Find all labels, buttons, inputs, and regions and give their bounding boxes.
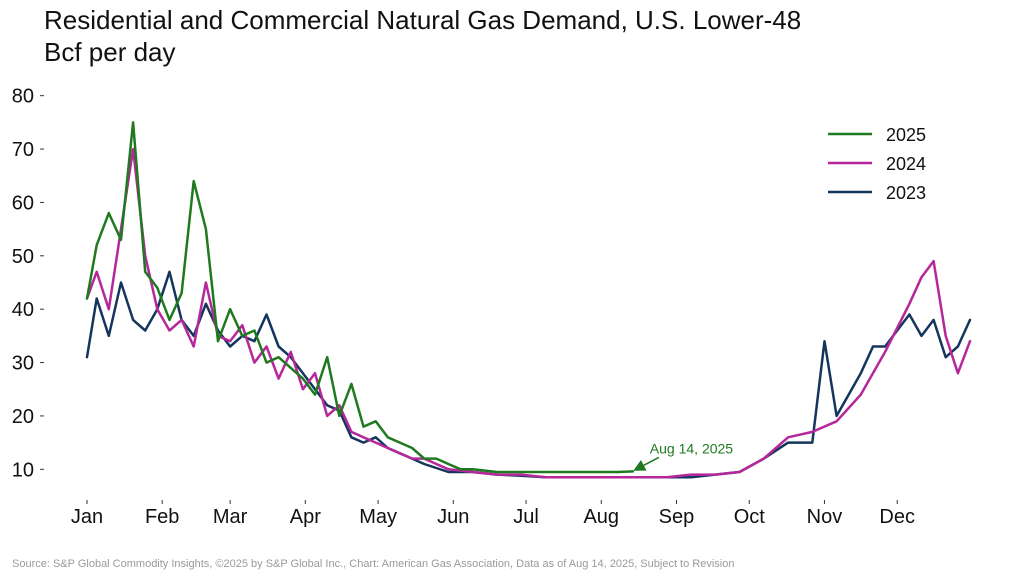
legend-label-2023: 2023 <box>886 183 926 203</box>
series-line-2023 <box>85 270 972 479</box>
legend-label-2025: 2025 <box>886 125 926 145</box>
x-tick-label: May <box>359 506 397 528</box>
annotation-arrow <box>633 456 660 471</box>
x-tick-label: Aug <box>583 506 619 528</box>
chart-subtitle: Bcf per day <box>44 37 176 67</box>
chart-title: Residential and Commercial Natural Gas D… <box>44 5 802 35</box>
y-tick-label: 50 <box>12 246 34 268</box>
x-tick-label: Nov <box>807 506 843 528</box>
x-tick-label: Jan <box>71 506 103 528</box>
source-footnote: Source: S&P Global Commodity Insights, ©… <box>12 558 735 570</box>
y-tick-label: 20 <box>12 406 34 428</box>
x-tick-label: Apr <box>290 506 321 528</box>
y-tick-label: 80 <box>12 86 34 108</box>
y-tick-label: 10 <box>12 459 34 481</box>
annotation-label: Aug 14, 2025 <box>650 440 734 456</box>
legend-label-2024: 2024 <box>886 154 926 174</box>
x-tick-label: Jun <box>437 506 469 528</box>
chart-title-block: Residential and Commercial Natural Gas D… <box>44 4 801 68</box>
y-tick-label: 60 <box>12 192 34 214</box>
x-tick-label: Jul <box>513 506 539 528</box>
series-line-2025 <box>85 121 635 474</box>
x-tick-label: Oct <box>734 506 766 528</box>
x-tick-label: Sep <box>659 506 695 528</box>
series-line-2024 <box>85 147 972 479</box>
x-tick-label: Dec <box>879 506 915 528</box>
y-tick-label: 40 <box>12 299 34 321</box>
x-tick-label: Feb <box>145 506 179 528</box>
y-tick-label: 70 <box>12 139 34 161</box>
y-tick-label: 30 <box>12 353 34 375</box>
x-tick-label: Mar <box>213 506 248 528</box>
